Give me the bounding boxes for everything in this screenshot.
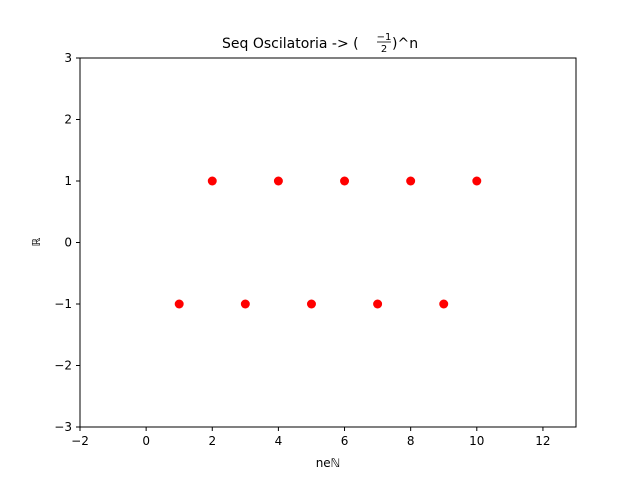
y-tick-label: 2 <box>64 113 72 127</box>
y-tick-label: −1 <box>54 297 72 311</box>
y-tick-label: −2 <box>54 359 72 373</box>
x-tick-label: 4 <box>275 434 283 448</box>
data-point <box>240 299 250 309</box>
data-point <box>373 299 383 309</box>
data-point <box>207 176 217 186</box>
title-prefix: Seq Oscilatoria -> ( <box>222 36 359 52</box>
y-axis-label: ℝ <box>30 237 43 246</box>
x-tick-label: 2 <box>208 434 216 448</box>
data-point <box>340 176 350 186</box>
data-point <box>406 176 416 186</box>
title-suffix: )^n <box>392 36 418 52</box>
x-tick-label: 6 <box>341 434 349 448</box>
x-axis-label: neℕ <box>316 456 341 470</box>
data-point <box>306 299 316 309</box>
y-tick-label: 1 <box>64 174 72 188</box>
x-tick-label: 0 <box>142 434 150 448</box>
x-tick-label: −2 <box>71 434 89 448</box>
plot-frame <box>79 57 577 428</box>
data-point <box>273 176 283 186</box>
data-point <box>174 299 184 309</box>
y-tick-label: 3 <box>64 51 72 65</box>
x-tick-label: 10 <box>469 434 484 448</box>
data-point <box>472 176 482 186</box>
data-point <box>439 299 449 309</box>
x-tick-label: 12 <box>535 434 550 448</box>
title-fraction-numerator: −1 <box>377 32 392 43</box>
x-tick-label: 8 <box>407 434 415 448</box>
data-points <box>174 176 482 309</box>
y-tick-label: −3 <box>54 420 72 434</box>
title-fraction-denominator: 2 <box>381 44 387 55</box>
chart-title: Seq Oscilatoria -> ( −1 2 )^n <box>222 32 418 55</box>
y-tick-label: 0 <box>64 236 72 250</box>
